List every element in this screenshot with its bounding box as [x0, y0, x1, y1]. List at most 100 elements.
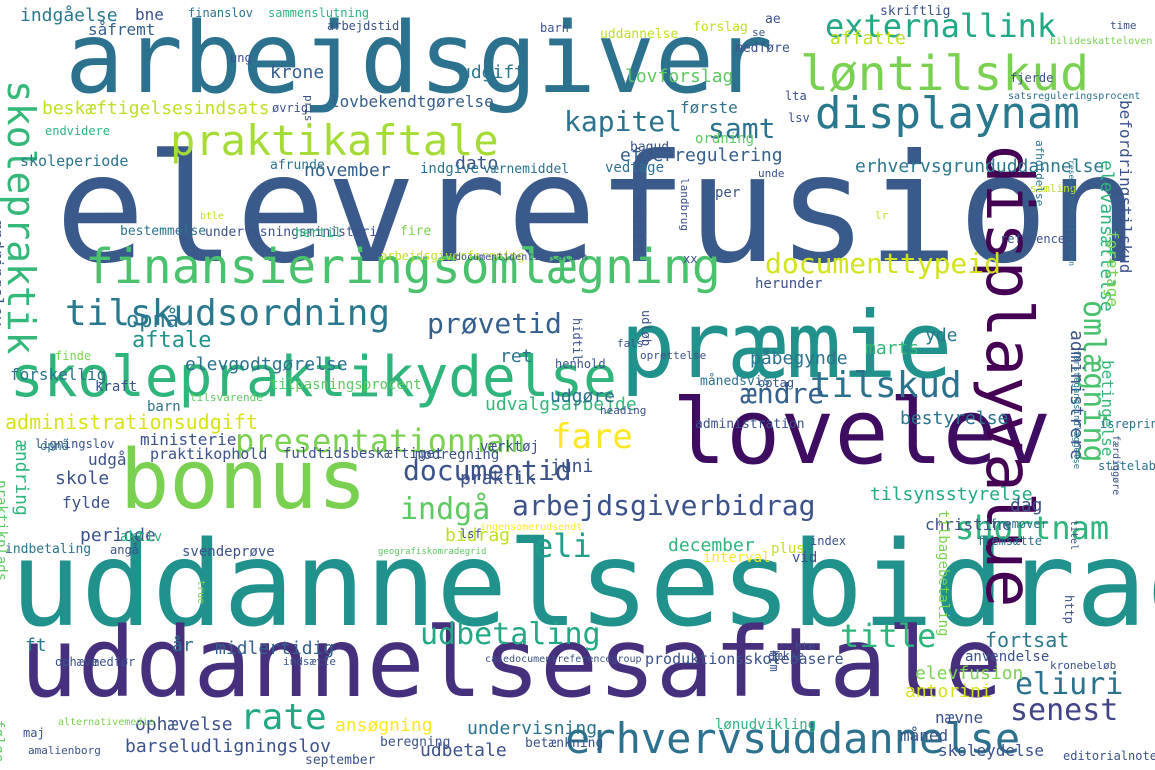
cloud-word: herunder	[755, 276, 823, 292]
cloud-word: heading	[600, 404, 647, 417]
cloud-word: senest	[1010, 693, 1119, 728]
cloud-word: arbejdsgiverforening	[380, 249, 525, 263]
cloud-word: fremsætte	[977, 534, 1043, 548]
cloud-word: samling	[1030, 182, 1077, 195]
cloud-word: kvalitet	[632, 196, 646, 254]
cloud-word: arbejdstid	[327, 19, 400, 33]
cloud-word: tilbagebetaling	[935, 510, 951, 637]
cloud-word: barn	[540, 21, 569, 35]
cloud-word: påbegynde	[750, 348, 848, 369]
cloud-word: erhvervsgrunduddannelse	[855, 156, 1105, 177]
cloud-word: presentationnam	[235, 422, 524, 460]
cloud-word: skole	[55, 468, 110, 489]
cloud-word: externallink	[825, 7, 1057, 45]
cloud-word: efterregulering	[620, 145, 783, 166]
cloud-word: erhvervsuddannelse	[565, 714, 1021, 763]
cloud-word: befordringstilskud	[1116, 100, 1135, 274]
cloud-word: bagud	[630, 140, 670, 155]
cloud-word: bestyrelse	[900, 408, 1009, 429]
cloud-word: satsreguleringsprocent	[1008, 91, 1141, 102]
cloud-word: aftale	[132, 328, 212, 353]
cloud-word: bestemmelse	[120, 224, 207, 239]
cloud-word: htm	[767, 650, 781, 672]
cloud-word: tilskudsordning	[65, 293, 391, 334]
cloud-word: følge	[0, 720, 6, 763]
cloud-word: tilskud	[810, 365, 962, 406]
cloud-word: indgåelse	[20, 5, 118, 26]
cloud-word: lovforslag	[625, 66, 734, 87]
cloud-word: elevfusion	[915, 663, 1024, 684]
cloud-word: tilsvarende	[190, 391, 263, 404]
cloud-word: marts	[865, 338, 920, 359]
cloud-word: lsf	[460, 527, 482, 541]
cloud-word: oprettelse	[640, 349, 707, 362]
cloud-word: år	[172, 635, 194, 656]
cloud-word: midlertidig	[215, 638, 335, 659]
cloud-word: indgive	[420, 161, 480, 177]
cloud-word: bne	[135, 5, 164, 24]
cloud-word: ændringslov	[0, 220, 7, 326]
cloud-word: ingensomerudsendt	[480, 522, 583, 533]
cloud-word: skriftlig	[880, 4, 951, 19]
cloud-word: løntilskud	[800, 46, 1089, 102]
cloud-word: beskæftigelsesindsats	[42, 98, 270, 119]
cloud-word: indgå	[400, 492, 491, 527]
cloud-word: juni	[550, 456, 594, 477]
cloud-word: præmie	[620, 292, 953, 399]
cloud-word: arbejdsgiverbidrag	[512, 489, 816, 522]
cloud-word: ændre	[740, 377, 825, 410]
cloud-word: praktikophold	[150, 445, 268, 463]
cloud-word: se	[752, 26, 766, 39]
cloud-word: lovbekendtgørelse	[330, 92, 494, 111]
cloud-word: udbetaling	[420, 617, 601, 652]
cloud-word: antorini	[905, 681, 992, 702]
cloud-word: værktøj	[480, 439, 540, 455]
cloud-word: amalienborg	[28, 744, 101, 757]
cloud-word: fire	[400, 224, 432, 239]
cloud-word: ansøgning	[335, 715, 433, 736]
cloud-word: fortsat	[985, 628, 1070, 652]
cloud-word: casedocumentreferencegroup	[485, 654, 642, 665]
cloud-word: udvalgsarbejde	[485, 394, 637, 415]
cloud-word: skolepraktikydelse	[10, 345, 617, 410]
cloud-word: bilideskatteloven	[1050, 36, 1153, 47]
cloud-word: uddannelsesaftale	[20, 607, 1003, 719]
cloud-word: barseludligningslov	[125, 736, 331, 757]
cloud-word: ligningslov	[35, 437, 115, 451]
cloud-word: pris	[302, 95, 315, 122]
cloud-word: nævne	[935, 708, 984, 727]
cloud-word: statelabel	[1098, 459, 1155, 473]
cloud-word: barn	[147, 399, 181, 415]
cloud-word: arbejdsgiver	[65, 2, 774, 116]
cloud-word: praktik	[460, 468, 536, 489]
cloud-word: angå	[110, 543, 139, 557]
cloud-word: isreprint	[1100, 417, 1155, 431]
cloud-word: ministerie	[140, 430, 237, 449]
cloud-word: lønudvikling	[715, 717, 817, 733]
cloud-word: udgøre	[550, 386, 616, 407]
cloud-word: aktiv	[120, 529, 163, 545]
cloud-word: ophævelse	[135, 714, 233, 735]
cloud-word: christine	[925, 515, 1012, 534]
cloud-word: administration	[695, 417, 805, 432]
cloud-word: true	[195, 580, 206, 605]
cloud-word: displaynam	[815, 88, 1080, 139]
cloud-word: finansieringsomlægning	[85, 239, 721, 295]
cloud-word: skolepraktik	[0, 80, 43, 355]
cloud-word: dato	[455, 153, 499, 174]
cloud-word: ordning	[695, 131, 755, 147]
cloud-word: henhold	[555, 357, 606, 371]
cloud-word: yde	[925, 325, 958, 346]
cloud-word: finanslov	[188, 6, 254, 20]
cloud-word: første	[680, 98, 738, 117]
cloud-word: værnemiddel	[483, 162, 570, 177]
cloud-word: produktionsskolebasere	[645, 650, 844, 668]
cloud-word: afrunde	[270, 158, 325, 173]
cloud-word: udbetale	[420, 740, 507, 761]
cloud-word: btle	[200, 211, 225, 222]
cloud-word: medføre	[735, 41, 790, 56]
cloud-word: dække	[768, 649, 805, 663]
cloud-word: september	[305, 753, 376, 768]
cloud-word: undervisning	[467, 718, 598, 739]
